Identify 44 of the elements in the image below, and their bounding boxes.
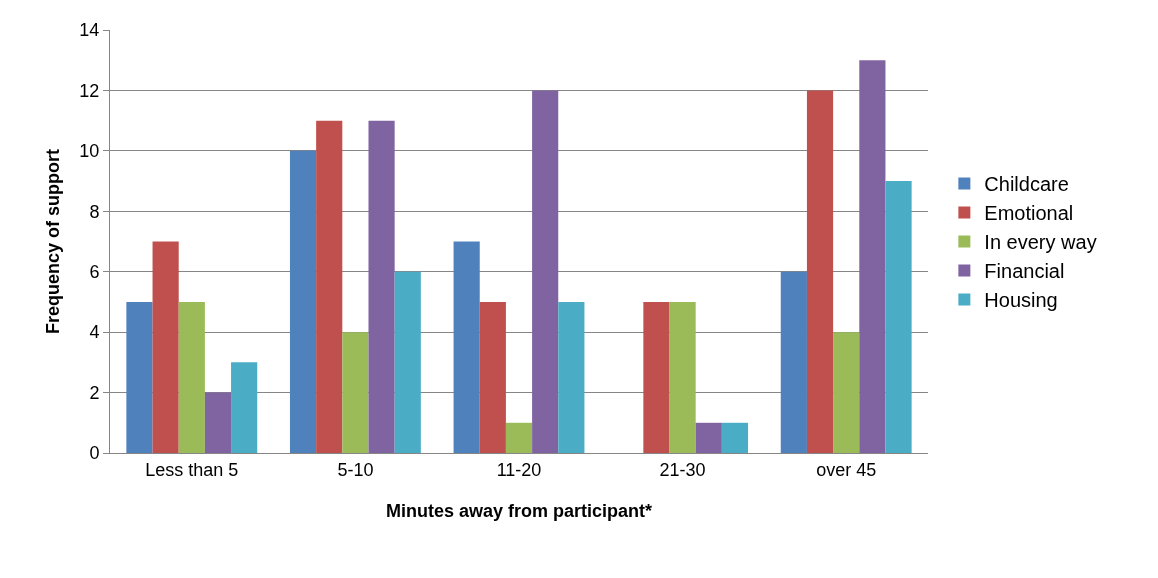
y-tick-label: 6 xyxy=(89,262,100,283)
legend-label: Housing xyxy=(984,289,1058,312)
y-tick-label: 0 xyxy=(89,443,100,464)
bar xyxy=(505,422,533,453)
x-axis-title: Minutes away from participant* xyxy=(385,500,653,521)
y-tick-label: 10 xyxy=(79,141,100,162)
bar xyxy=(643,301,670,453)
bar xyxy=(342,332,369,453)
bar xyxy=(780,271,807,453)
x-tick-label: 21-30 xyxy=(659,459,706,480)
bar xyxy=(394,271,421,453)
x-tick-label: 11-20 xyxy=(496,459,542,480)
bar xyxy=(178,301,205,453)
bar xyxy=(368,120,395,453)
bar xyxy=(859,60,886,453)
bar xyxy=(695,422,722,453)
y-tick-label: 12 xyxy=(79,80,100,101)
bar xyxy=(316,120,343,453)
bar xyxy=(833,332,860,453)
bar xyxy=(479,301,506,453)
legend-label: Childcare xyxy=(984,173,1069,196)
bar xyxy=(532,90,559,453)
legend-label: Financial xyxy=(984,260,1065,283)
bar xyxy=(885,181,912,453)
bar xyxy=(453,241,480,453)
x-tick-label: over 45 xyxy=(816,459,877,480)
bar xyxy=(289,150,317,453)
bar xyxy=(231,362,258,453)
y-tick-label: 8 xyxy=(89,201,100,222)
bar xyxy=(806,90,834,453)
bar xyxy=(669,301,696,453)
y-axis-title: Frequency of support xyxy=(42,148,63,335)
x-tick-label: Less than 5 xyxy=(145,459,239,480)
bar xyxy=(152,241,179,453)
x-tick-label: 5-10 xyxy=(337,459,374,480)
bar xyxy=(126,301,153,453)
bar xyxy=(558,301,585,453)
y-tick-label: 2 xyxy=(89,382,100,403)
bar xyxy=(204,392,232,453)
bar xyxy=(721,422,749,453)
legend-label: Emotional xyxy=(984,202,1074,225)
y-tick-label: 4 xyxy=(89,322,100,343)
y-tick-label: 14 xyxy=(79,20,100,41)
legend-label: In every way xyxy=(984,231,1097,254)
